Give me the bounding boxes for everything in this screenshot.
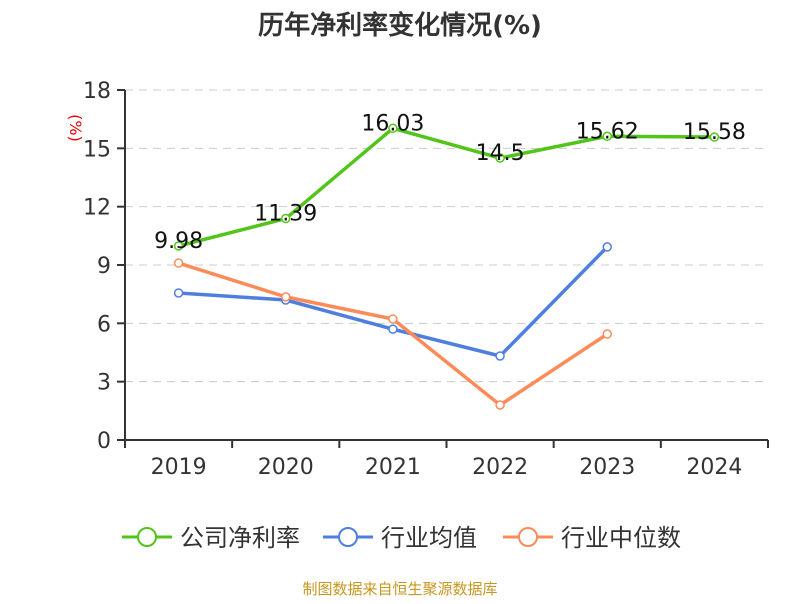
x-tick-label: 2023 (579, 455, 635, 480)
data-point (495, 351, 505, 361)
series-line (178, 261, 609, 408)
data-point (173, 258, 184, 268)
data-point (173, 288, 184, 298)
x-tick-label: 2019 (151, 455, 207, 480)
y-tick-label: 18 (83, 79, 111, 104)
legend-marker (338, 527, 358, 547)
y-tick-label: 0 (97, 429, 111, 454)
data-point (388, 123, 398, 134)
data-point (709, 132, 720, 142)
data-point (602, 242, 612, 252)
data-point (388, 314, 398, 324)
legend-label: 行业均值 (381, 524, 477, 552)
legend-label: 公司净利率 (180, 524, 300, 552)
data-label: 11.39 (254, 202, 317, 227)
y-tick-label: 15 (83, 137, 111, 162)
y-tick-label: 3 (97, 371, 111, 396)
data-point (495, 153, 505, 163)
x-tick-label: 2022 (472, 455, 528, 480)
data-point (602, 329, 612, 339)
y-tick-label: 6 (97, 312, 111, 337)
data-point (602, 131, 612, 142)
y-tick-label: 9 (97, 254, 111, 279)
data-label: 9.98 (154, 229, 203, 254)
data-label: 15.62 (576, 119, 639, 144)
data-point (281, 213, 291, 224)
data-point (173, 241, 184, 251)
legend-marker (137, 527, 157, 547)
series-line (178, 126, 715, 248)
chart-title: 历年净利率变化情况(%) (258, 10, 542, 41)
source-footer: 制图数据来自恒生聚源数据库 (302, 580, 497, 598)
legend-label: 行业中位数 (561, 524, 681, 552)
data-label: 15.58 (683, 120, 746, 145)
y-axis-label: (%) (66, 114, 85, 142)
x-tick-label: 2020 (258, 455, 314, 480)
y-tick-label: 12 (83, 196, 111, 221)
x-tick-label: 2024 (686, 455, 742, 480)
data-point (495, 400, 505, 410)
data-label: 14.5 (476, 141, 525, 166)
series-line (178, 245, 609, 358)
data-point (388, 324, 398, 334)
legend-marker (518, 527, 538, 547)
x-tick-label: 2021 (365, 455, 421, 480)
data-label: 16.03 (361, 111, 424, 136)
data-point (281, 292, 291, 302)
